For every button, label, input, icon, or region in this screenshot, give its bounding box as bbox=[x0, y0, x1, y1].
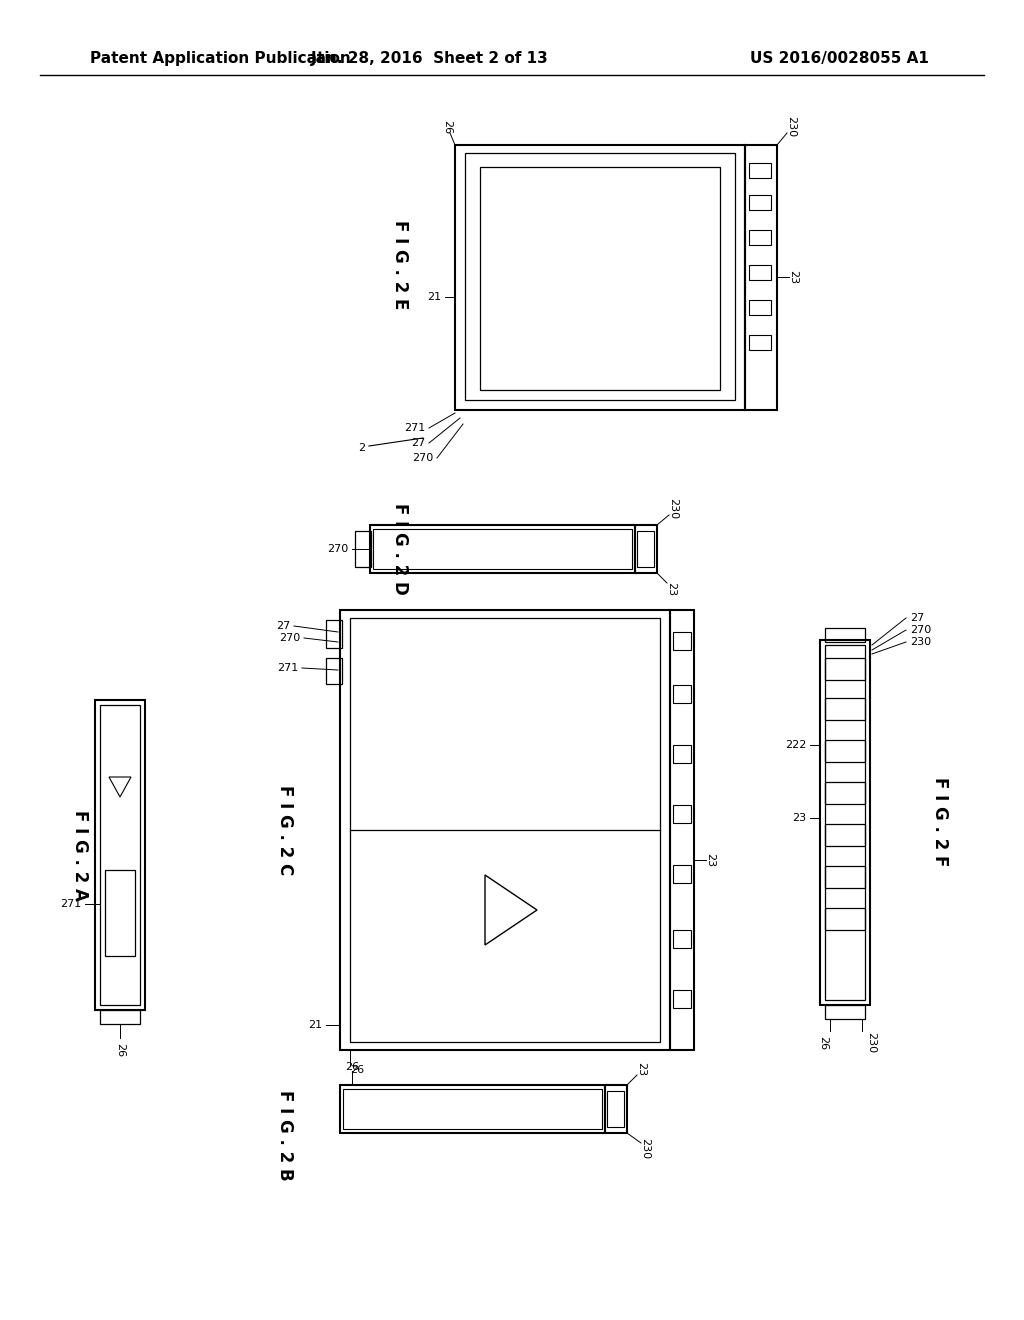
Bar bbox=[825, 824, 865, 846]
Bar bbox=[749, 162, 771, 178]
Bar bbox=[825, 698, 865, 719]
Bar bbox=[95, 700, 145, 1010]
Text: 271: 271 bbox=[403, 422, 425, 433]
Bar bbox=[673, 744, 691, 763]
Bar bbox=[673, 865, 691, 883]
Text: 21: 21 bbox=[308, 1020, 322, 1030]
Text: 270: 270 bbox=[279, 634, 300, 643]
Text: 27: 27 bbox=[411, 438, 425, 447]
Text: 26: 26 bbox=[350, 1065, 365, 1074]
Text: 230: 230 bbox=[668, 499, 678, 520]
Bar bbox=[105, 870, 135, 956]
Bar bbox=[749, 335, 771, 350]
Bar bbox=[340, 610, 670, 1049]
Text: 230: 230 bbox=[640, 1138, 650, 1159]
Bar bbox=[749, 230, 771, 246]
Text: 23: 23 bbox=[666, 582, 676, 597]
Text: Jan. 28, 2016  Sheet 2 of 13: Jan. 28, 2016 Sheet 2 of 13 bbox=[311, 50, 549, 66]
Bar bbox=[825, 1005, 865, 1019]
Bar bbox=[745, 145, 777, 411]
Bar bbox=[637, 531, 654, 568]
Bar bbox=[455, 145, 745, 411]
Text: 270: 270 bbox=[327, 544, 348, 554]
Bar bbox=[825, 741, 865, 762]
Bar bbox=[373, 529, 632, 569]
Bar bbox=[480, 168, 720, 389]
Text: F I G . 2 A: F I G . 2 A bbox=[71, 809, 89, 900]
Bar bbox=[670, 610, 694, 1049]
Text: 230: 230 bbox=[866, 1032, 876, 1053]
Text: 230: 230 bbox=[910, 638, 931, 647]
Text: 27: 27 bbox=[275, 620, 290, 631]
Bar bbox=[749, 300, 771, 315]
Text: 222: 222 bbox=[784, 741, 806, 750]
Bar bbox=[100, 705, 140, 1005]
Bar bbox=[673, 805, 691, 822]
Bar bbox=[673, 632, 691, 649]
Bar bbox=[326, 657, 342, 684]
Text: 23: 23 bbox=[792, 813, 806, 822]
Bar bbox=[749, 195, 771, 210]
Text: 26: 26 bbox=[818, 1036, 828, 1051]
Bar bbox=[326, 620, 342, 648]
Bar bbox=[820, 640, 870, 1005]
Bar bbox=[825, 657, 865, 680]
Bar bbox=[635, 525, 657, 573]
Text: 23: 23 bbox=[636, 1061, 646, 1076]
Bar bbox=[343, 1089, 602, 1129]
Bar bbox=[749, 265, 771, 280]
Bar bbox=[825, 628, 865, 642]
Bar bbox=[825, 645, 865, 1001]
Text: 27: 27 bbox=[910, 612, 925, 623]
Text: 2: 2 bbox=[357, 444, 365, 453]
Bar bbox=[607, 1092, 624, 1127]
Text: Patent Application Publication: Patent Application Publication bbox=[90, 50, 351, 66]
Text: F I G . 2 C: F I G . 2 C bbox=[276, 785, 294, 875]
Text: 23: 23 bbox=[788, 269, 798, 284]
Text: 271: 271 bbox=[59, 899, 81, 909]
Text: 270: 270 bbox=[412, 453, 433, 463]
Bar bbox=[673, 990, 691, 1008]
Text: 230: 230 bbox=[786, 116, 796, 137]
Text: 26: 26 bbox=[115, 1043, 125, 1057]
Bar bbox=[605, 1085, 627, 1133]
Bar bbox=[825, 908, 865, 931]
Text: F I G . 2 B: F I G . 2 B bbox=[276, 1090, 294, 1180]
Text: US 2016/0028055 A1: US 2016/0028055 A1 bbox=[750, 50, 929, 66]
Text: F I G . 2 F: F I G . 2 F bbox=[931, 777, 949, 867]
Text: F I G . 2 E: F I G . 2 E bbox=[391, 220, 409, 310]
Bar bbox=[465, 153, 735, 400]
Text: 270: 270 bbox=[910, 624, 931, 635]
Text: F I G . 2 D: F I G . 2 D bbox=[391, 503, 409, 595]
Bar bbox=[673, 931, 691, 948]
Bar bbox=[340, 1085, 605, 1133]
Bar bbox=[350, 618, 660, 1041]
Bar bbox=[370, 525, 635, 573]
Bar bbox=[673, 685, 691, 704]
Bar bbox=[355, 531, 371, 568]
Text: 271: 271 bbox=[276, 663, 298, 673]
Bar bbox=[825, 781, 865, 804]
Text: 23: 23 bbox=[705, 853, 715, 867]
Text: 21: 21 bbox=[427, 292, 441, 302]
Bar bbox=[100, 1010, 140, 1024]
Text: 26: 26 bbox=[345, 1063, 359, 1072]
Bar bbox=[825, 866, 865, 888]
Text: 26: 26 bbox=[442, 120, 452, 135]
